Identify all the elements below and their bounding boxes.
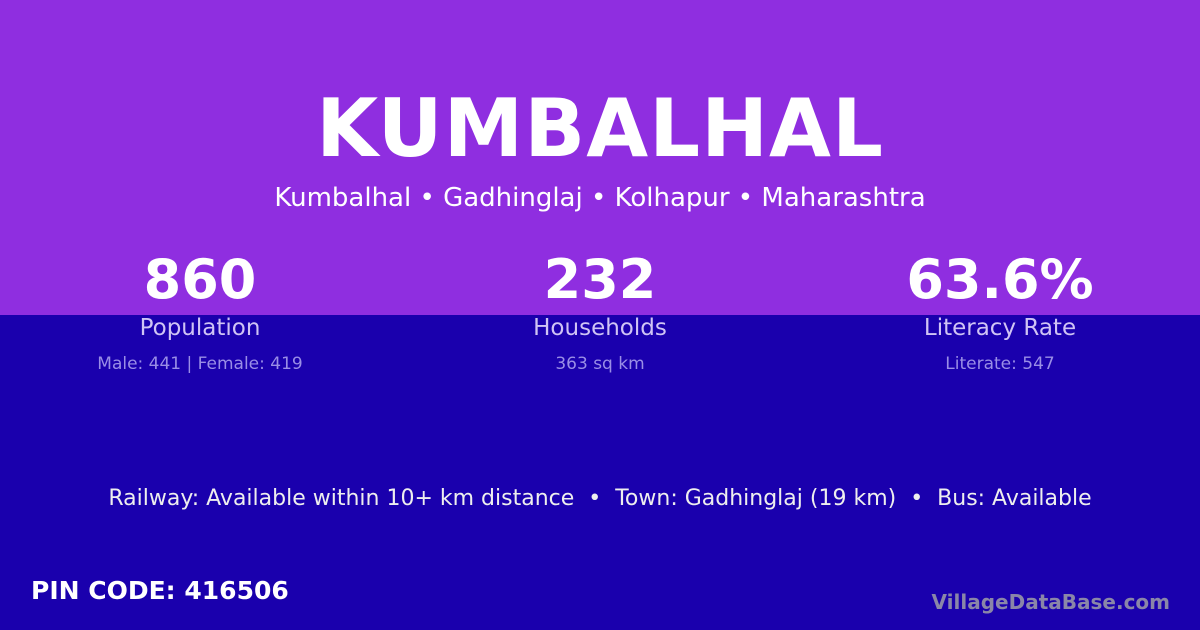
stat-detail: 363 sq km	[555, 354, 645, 374]
stat-value: 63.6%	[906, 248, 1094, 311]
stat-detail: Literate: 547	[945, 354, 1055, 374]
breadcrumb: Kumbalhal • Gadhinglaj • Kolhapur • Maha…	[274, 183, 926, 213]
stat-detail: Male: 441 | Female: 419	[97, 354, 303, 374]
stat-label: Population	[139, 315, 261, 341]
page-title: KUMBALHAL	[316, 82, 884, 175]
stat-value: 860	[143, 248, 257, 311]
pin-code: PIN CODE: 416506	[31, 576, 289, 605]
stat-label: Literacy Rate	[923, 315, 1077, 341]
header-band	[0, 0, 1200, 315]
stat-label: Households	[533, 315, 667, 341]
connectivity-info: Railway: Available within 10+ km distanc…	[108, 486, 1092, 511]
stat-value: 232	[543, 248, 657, 311]
brand-logo: VillageDataBase.com	[931, 590, 1170, 614]
